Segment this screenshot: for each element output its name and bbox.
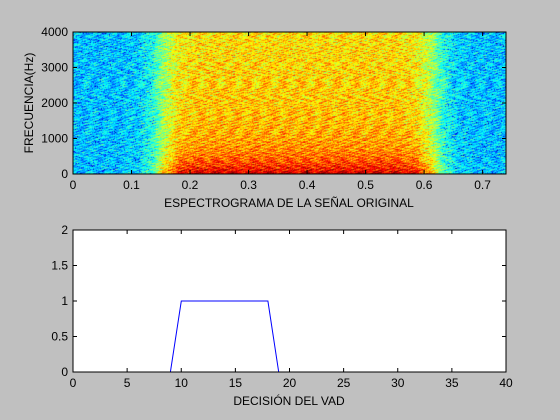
vad-plot-area — [73, 230, 506, 372]
spectrogram-y-tick-label: 2000 — [41, 96, 68, 110]
vad-x-tick-label: 35 — [445, 376, 459, 390]
vad-x-tick-label: 15 — [229, 376, 243, 390]
spectrogram-x-tick-label: 0.1 — [123, 178, 140, 192]
vad-x-tick-label: 5 — [124, 376, 131, 390]
vad-x-tick-label: 0 — [70, 376, 77, 390]
spectrogram-x-ticks: 0 0.1 0.2 0.3 0.4 0.5 0.6 0.7 — [70, 32, 491, 192]
spectrogram-x-tick-label: 0.3 — [240, 178, 257, 192]
vad-chart: 0 5 10 15 20 25 30 35 40 0 0.5 1 1.5 2 DECISIÓN DEL … — [51, 223, 513, 408]
vad-y-tick-label: 0 — [61, 365, 68, 379]
spectrogram-x-tick-label: 0 — [70, 178, 77, 192]
vad-y-tick-label: 0.5 — [51, 330, 68, 344]
spectrogram-y-tick-label: 3000 — [41, 61, 68, 75]
vad-y-tick-label: 1.5 — [51, 259, 68, 273]
spectrogram-x-tick-label: 0.6 — [416, 178, 433, 192]
vad-x-axis-label: DECISIÓN DEL VAD — [233, 393, 345, 408]
spectrogram-x-tick-label: 0.5 — [357, 178, 374, 192]
spectrogram-x-axis-label: ESPECTROGRAMA DE LA SEÑAL ORIGINAL — [164, 196, 414, 210]
vad-x-tick-label: 20 — [283, 376, 297, 390]
spectrogram-y-tick-label: 1000 — [41, 132, 68, 146]
vad-y-tick-label: 1 — [61, 294, 68, 308]
spectrogram-image — [73, 32, 506, 174]
spectrogram-y-axis-label: FRECUENCIA(Hz) — [22, 53, 36, 154]
spectrogram-x-tick-label: 0.7 — [474, 178, 491, 192]
vad-x-ticks: 0 5 10 15 20 25 30 35 40 — [70, 230, 513, 390]
spectrogram-x-tick-label: 0.4 — [299, 178, 316, 192]
vad-x-tick-label: 10 — [175, 376, 189, 390]
spectrogram-x-tick-label: 0.2 — [182, 178, 199, 192]
vad-y-tick-label: 2 — [61, 223, 68, 237]
vad-x-tick-label: 40 — [499, 376, 513, 390]
vad-x-tick-label: 25 — [337, 376, 351, 390]
spectrogram-y-ticks: 0 1000 2000 3000 4000 — [41, 25, 506, 181]
vad-x-tick-label: 30 — [391, 376, 405, 390]
spectrogram-chart: 0 0.1 0.2 0.3 0.4 0.5 0.6 0.7 0 1000 2000 3000 4000… — [22, 25, 507, 210]
spectrogram-y-tick-label: 4000 — [41, 25, 68, 39]
spectrogram-y-tick-label: 0 — [61, 167, 68, 181]
vad-y-ticks: 0 0.5 1 1.5 2 — [51, 223, 506, 379]
